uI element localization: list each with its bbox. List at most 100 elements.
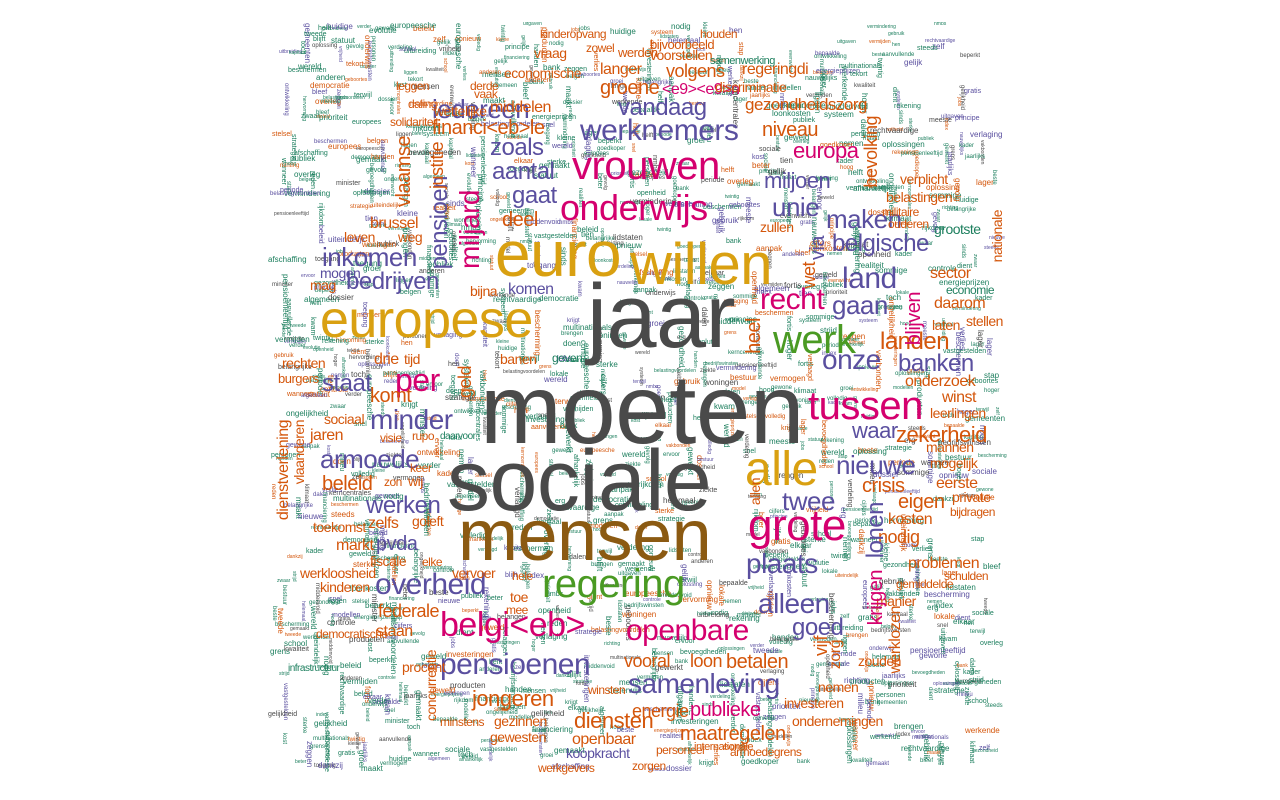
word-armoede: armoede <box>320 444 420 474</box>
filler-word: controle <box>688 552 706 558</box>
filler-word: groei <box>647 319 665 328</box>
filler-word: loonkosten <box>657 277 687 283</box>
filler-word: stelsel <box>547 459 553 477</box>
filler-word: vermogen <box>393 475 425 482</box>
filler-word: loonkosten <box>809 244 848 253</box>
filler-word: overleg <box>450 231 456 251</box>
filler-word: systeem <box>499 288 506 315</box>
filler-word: bepaalde <box>372 699 401 706</box>
filler-word: zwaar <box>935 209 941 223</box>
filler-word: beperkt <box>369 657 393 664</box>
filler-word: gelijk <box>768 167 787 176</box>
filler-word: loonkosten <box>772 109 811 118</box>
filler-word: beste <box>868 662 886 669</box>
filler-word: nieuwe <box>592 495 608 501</box>
filler-word: dankzij <box>933 496 955 503</box>
filler-word: investeringen <box>582 655 591 703</box>
filler-word: mensen <box>652 651 674 657</box>
filler-word: financiering <box>425 245 432 281</box>
filler-word: snel <box>329 596 342 603</box>
filler-word: vakbonden <box>874 350 883 390</box>
filler-word: democratie <box>539 294 579 303</box>
filler-word: evolutie <box>493 67 499 85</box>
filler-word: lager <box>985 338 994 356</box>
filler-word: werkende <box>612 99 643 106</box>
filler-word: gewerkt <box>564 425 573 454</box>
filler-word: bevoegdheden <box>955 679 1002 686</box>
filler-word: oplossingen <box>882 140 925 149</box>
filler-word: fortis <box>363 686 372 704</box>
filler-word: mensen <box>619 678 648 687</box>
filler-word: onderwijs <box>625 67 647 73</box>
word-problemen: problemen <box>908 555 980 572</box>
filler-word: grens <box>949 145 955 161</box>
filler-word: nauwelijks <box>805 75 838 82</box>
filler-word: index <box>316 712 328 718</box>
filler-word: oplossing <box>587 462 593 488</box>
filler-word: periode <box>833 651 857 658</box>
filler-word: nodig <box>978 425 987 445</box>
filler-word: werkende <box>726 66 733 97</box>
filler-word: afhankelijk <box>572 454 579 488</box>
filler-word: verlies <box>912 546 933 553</box>
filler-word: afhankelijk <box>853 184 891 193</box>
word-winsten: winsten <box>588 683 626 697</box>
filler-word: belangen <box>497 614 526 621</box>
filler-word: systeem <box>423 131 450 138</box>
filler-word: anderen <box>691 559 714 565</box>
filler-word: liggen <box>404 70 418 76</box>
filler-word: nodig <box>809 664 815 677</box>
filler-word: lokale <box>550 371 569 378</box>
filler-word: oplossingen <box>895 371 928 377</box>
word-niveau: niveau <box>762 119 818 141</box>
filler-word: algemeen <box>754 284 790 293</box>
filler-word: helemaal <box>933 322 954 328</box>
filler-word: onderwijs <box>869 646 895 652</box>
filler-word: steeds <box>917 45 938 52</box>
filler-word: snel <box>640 319 649 334</box>
word-markt: markt <box>336 537 374 554</box>
filler-word: bleef <box>412 131 423 137</box>
word-belastingen: belastingen <box>886 189 953 205</box>
filler-word: zwaar <box>972 254 978 268</box>
filler-word: realiteit <box>892 187 898 204</box>
filler-word: school <box>442 58 448 73</box>
filler-word: kost <box>325 445 331 455</box>
filler-word: volledig <box>351 471 375 478</box>
word-jaren: jaren <box>310 427 344 444</box>
filler-word: jobs <box>579 26 591 32</box>
filler-word: belangrijke <box>412 549 419 583</box>
filler-word: statuut <box>331 36 356 45</box>
filler-word: toegang <box>315 256 341 263</box>
filler-word: verlaagd <box>478 547 498 553</box>
filler-word: hoger <box>530 639 536 652</box>
word-samenwerking: samenwerking <box>710 55 775 67</box>
filler-word: liggen <box>328 598 347 605</box>
word-overheid: overheid <box>375 568 487 601</box>
filler-word: gewerkt <box>528 65 534 83</box>
filler-word: kapitaal <box>504 545 529 552</box>
filler-word: pensioenleeftijd <box>281 274 290 330</box>
filler-word: meeste <box>769 437 796 446</box>
filler-word: bleef <box>983 562 1001 571</box>
filler-word: statuut <box>534 171 559 180</box>
filler-word: oplossing <box>853 447 887 456</box>
filler-word: onderwijs <box>646 290 676 297</box>
filler-word: evolutie <box>694 339 719 346</box>
word-publieke: publieke <box>690 699 761 721</box>
filler-word: gebruik <box>547 73 553 90</box>
filler-word: vakbonden <box>759 549 789 555</box>
filler-word: jaarlijks <box>750 93 771 99</box>
filler-word: stap <box>924 366 931 380</box>
filler-word: beschermen <box>703 204 742 211</box>
filler-word: werkende <box>489 293 516 299</box>
filler-word: statuut <box>526 233 532 252</box>
word-unie: unie <box>772 192 820 222</box>
filler-word: anderen <box>419 268 445 275</box>
filler-word: belgen <box>566 74 585 80</box>
word-inkomen: inkomen <box>322 242 417 272</box>
filler-word: sinds <box>559 247 568 266</box>
filler-word: ongelijkheid <box>490 217 517 223</box>
filler-word: personen <box>828 481 834 502</box>
filler-word: stap <box>971 536 985 543</box>
